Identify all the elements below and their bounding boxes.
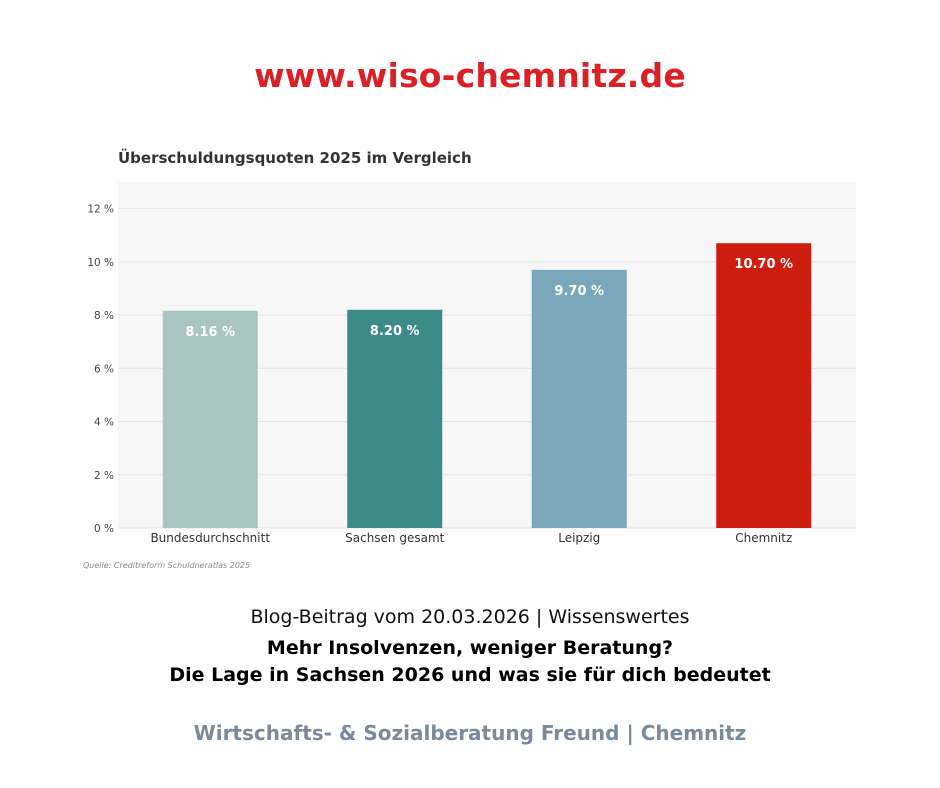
y-tick-label: 6 % bbox=[94, 363, 114, 375]
x-tick-label: Leipzig bbox=[558, 531, 600, 545]
y-tick-label: 2 % bbox=[94, 470, 114, 482]
y-tick-label: 0 % bbox=[94, 523, 114, 535]
data-label: 10.70 % bbox=[734, 257, 793, 272]
y-tick-label: 12 % bbox=[87, 204, 114, 216]
bar-leipzig bbox=[531, 269, 627, 528]
bar-bundesdurchschnitt bbox=[162, 310, 258, 528]
x-tick-label: Sachsen gesamt bbox=[345, 531, 445, 545]
y-tick-label: 8 % bbox=[94, 310, 114, 322]
chart-title: Überschuldungsquoten 2025 im Vergleich bbox=[118, 149, 472, 167]
data-label: 9.70 % bbox=[554, 284, 604, 299]
y-tick-label: 10 % bbox=[87, 257, 114, 269]
company-name: Wirtschafts- & Sozialberatung Freund | C… bbox=[193, 721, 747, 745]
blog-meta: Blog-Beitrag vom 20.03.2026 | Wissenswer… bbox=[250, 606, 690, 628]
y-tick-label: 4 % bbox=[94, 417, 114, 429]
data-label: 8.20 % bbox=[370, 324, 420, 339]
bar-sachsen-gesamt bbox=[347, 309, 443, 528]
chart-source: Quelle: Creditreform Schuldneratlas 2025 bbox=[83, 561, 251, 570]
bar-chart: 0 % 2 % 4 % 6 % 8 % 10 % 12 % 8.16 % Bundesdurch… bbox=[87, 203, 856, 545]
blog-title-line-2: Die Lage in Sachsen 2026 und was sie für… bbox=[169, 664, 771, 686]
data-label: 8.16 % bbox=[185, 325, 235, 340]
x-tick-label: Bundesdurchschnitt bbox=[150, 531, 270, 545]
blog-title-line-1: Mehr Insolvenzen, weniger Beratung? bbox=[266, 637, 674, 659]
bar-chemnitz bbox=[716, 243, 812, 528]
site-url-link[interactable]: www.wiso-chemnitz.de bbox=[254, 56, 686, 95]
x-tick-label: Chemnitz bbox=[735, 531, 792, 545]
